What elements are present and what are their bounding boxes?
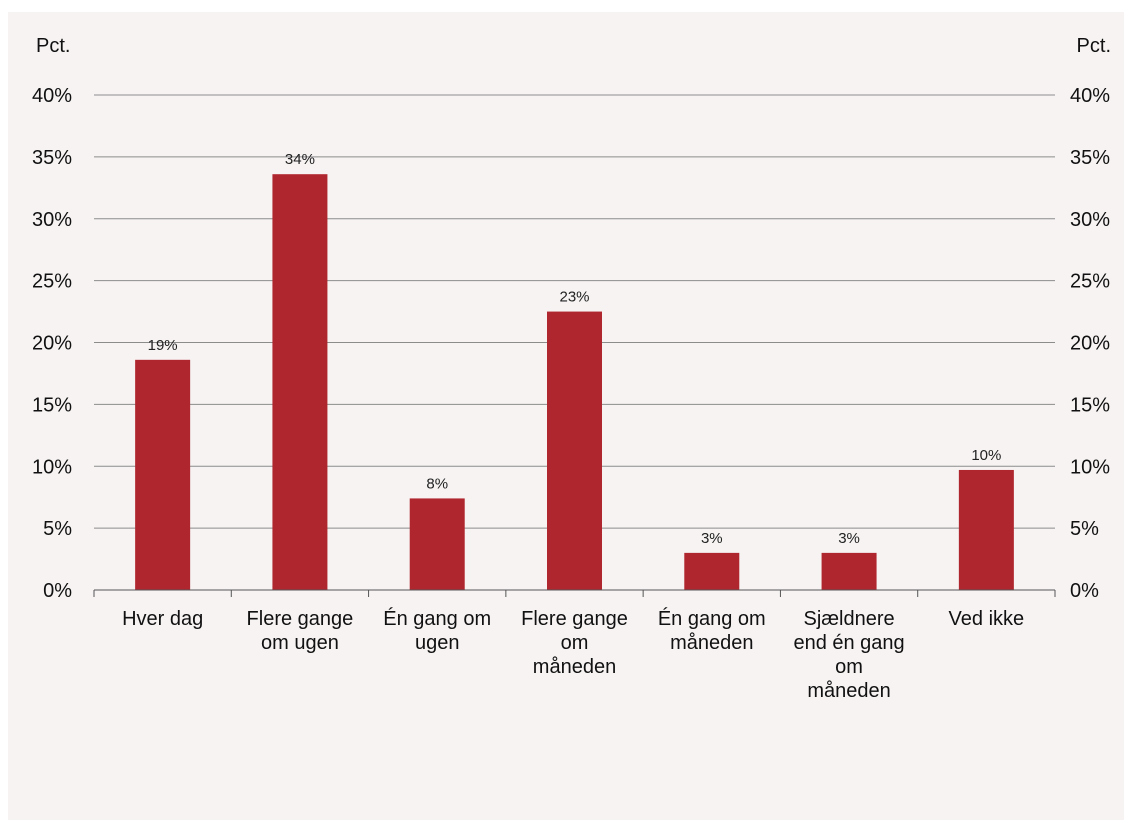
y-tick-label-left: 25% — [32, 271, 72, 293]
category-label: Ved ikke — [949, 608, 1025, 630]
y-tick-label-left: 40% — [32, 85, 72, 107]
y-tick-label-right: 5% — [1070, 518, 1099, 540]
bar — [547, 311, 602, 590]
y-tick-label-left: 15% — [32, 394, 72, 416]
chart-container: 0% 5% 10% 15% 20% 25% 30% 35% 40% 0% 5% 10% 15% 20% 2… — [8, 12, 1124, 820]
category-label: Hver dag — [122, 608, 203, 630]
y-tick-label-left: 30% — [32, 209, 72, 231]
y-tick-label-right: 25% — [1070, 271, 1110, 293]
bar — [684, 552, 740, 590]
left-axis: 0% 5% 10% 15% 20% 25% 30% 35% 40% — [32, 85, 72, 602]
y-tick-label-left: 0% — [43, 580, 72, 602]
category-labels: Hver dag Flere gange om ugen Én gang om ugen… — [122, 607, 1024, 702]
y-tick-label-left: 10% — [32, 456, 72, 478]
bar — [409, 498, 465, 590]
bar-value-label: 3% — [838, 530, 860, 547]
y-tick-label-left: 5% — [43, 518, 72, 540]
category-label: Flere gange om ugen — [247, 608, 354, 654]
x-axis — [93, 589, 1056, 597]
bar-value-label: 23% — [559, 289, 589, 306]
y-tick-label-right: 20% — [1070, 333, 1110, 355]
bar — [135, 359, 191, 590]
y-tick-label-right: 0% — [1070, 580, 1099, 602]
bar-value-label: 8% — [426, 475, 448, 492]
right-axis: 0% 5% 10% 15% 20% 25% 30% 35% 40% — [1070, 85, 1110, 602]
bar — [272, 174, 328, 590]
bar-value-label: 19% — [148, 337, 178, 354]
y-tick-label-right: 35% — [1070, 147, 1110, 169]
bar-value-label: 34% — [285, 151, 315, 168]
bars — [135, 174, 1014, 590]
category-label: Sjældnere end én gang om måneden — [793, 608, 904, 702]
bar — [958, 469, 1014, 590]
y-tick-label-left: 20% — [32, 333, 72, 355]
y-tick-label-right: 30% — [1070, 209, 1110, 231]
left-unit-label: Pct. — [36, 35, 70, 57]
data-labels: 19% 34% 8% 23% 3% 3% 10% — [148, 151, 1002, 547]
bar-value-label: 10% — [971, 447, 1001, 464]
bar-value-label: 3% — [701, 530, 723, 547]
y-tick-label-left: 35% — [32, 147, 72, 169]
bar — [821, 552, 877, 590]
category-label: Én gang om måneden — [658, 607, 766, 654]
y-tick-label-right: 15% — [1070, 394, 1110, 416]
y-tick-label-right: 10% — [1070, 456, 1110, 478]
category-label: Flere gange om måneden — [521, 608, 628, 678]
bar-chart: 0% 5% 10% 15% 20% 25% 30% 35% 40% 0% 5% 10% 15% 20% 2… — [32, 35, 1111, 702]
right-unit-label: Pct. — [1077, 35, 1111, 57]
category-label: Én gang om ugen — [383, 607, 491, 654]
y-tick-label-right: 40% — [1070, 85, 1110, 107]
